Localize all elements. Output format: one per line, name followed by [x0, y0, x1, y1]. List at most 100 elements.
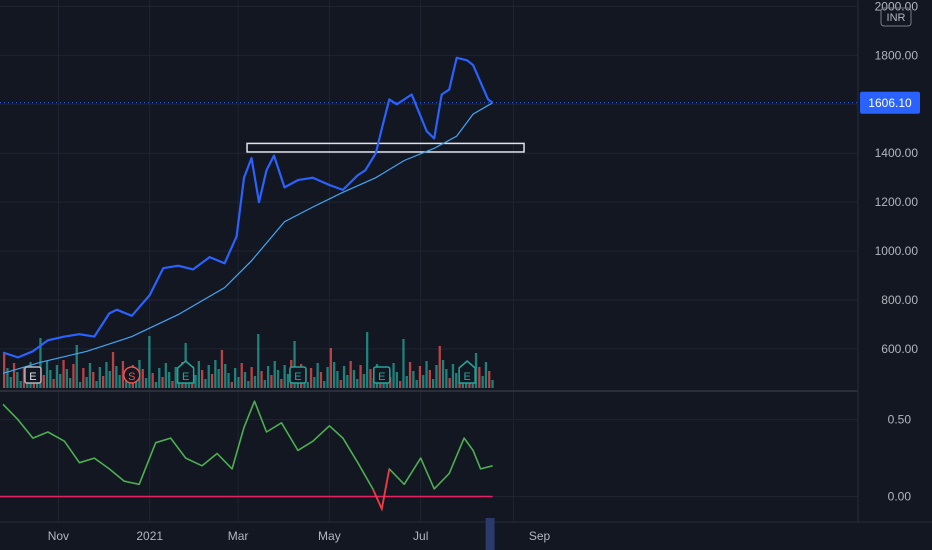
event-marker-label: E	[294, 371, 301, 383]
volume-bar	[369, 369, 372, 388]
volume-bar	[6, 368, 9, 388]
volume-bar	[16, 372, 19, 388]
earnings-event-icon[interactable]	[176, 360, 195, 384]
event-marker-e[interactable]: E	[289, 366, 307, 384]
volume-bar	[36, 380, 39, 388]
volume-bar	[306, 382, 309, 388]
volume-bar	[174, 367, 177, 388]
volume-bar	[280, 379, 283, 388]
volume-bar	[445, 369, 448, 388]
volume-bar	[293, 341, 296, 388]
volume-bar	[428, 370, 431, 388]
event-marker-e[interactable]: E	[24, 366, 42, 384]
volume-bar	[263, 380, 266, 388]
volume-bar	[9, 377, 12, 388]
volume-bar	[316, 363, 319, 388]
time-tick-label: 2021	[136, 529, 163, 543]
volume-bar	[237, 377, 240, 388]
time-tick-label: Sep	[529, 529, 551, 543]
volume-bar	[22, 367, 26, 388]
currency-label[interactable]: INR	[880, 7, 912, 27]
volume-bar	[382, 382, 385, 388]
volume-bar	[105, 362, 108, 388]
indicator-axis[interactable]: 0.50 0.00	[888, 413, 912, 504]
volume-bar	[313, 377, 316, 388]
volume-bar	[326, 367, 329, 388]
volume-bar	[405, 376, 408, 388]
split-event-icon[interactable]	[123, 366, 141, 384]
volume-bar	[75, 345, 78, 388]
time-tick-label: Mar	[228, 529, 249, 543]
price-tick-label: 1200.00	[875, 195, 919, 209]
volume-bar	[451, 364, 455, 388]
volume-bar	[458, 382, 461, 388]
volume-bar	[488, 371, 491, 388]
volume-bar	[154, 382, 158, 388]
volume-bar	[204, 379, 207, 388]
volume-bar	[49, 370, 52, 388]
volume-bar	[128, 379, 131, 388]
volume-bar	[415, 380, 418, 388]
volume-bar	[286, 374, 290, 388]
event-marker-e[interactable]: E	[458, 360, 476, 384]
time-axis[interactable]: Nov 2021 Mar May Jul Sep	[0, 518, 932, 550]
volume-bar	[72, 364, 75, 388]
volume-bar	[151, 373, 154, 388]
earnings-event-icon[interactable]	[458, 360, 476, 384]
volume-bar	[69, 378, 72, 388]
volume-bar	[402, 339, 405, 388]
volume-bar	[98, 367, 101, 388]
support-zone[interactable]	[246, 142, 525, 153]
volume-bar	[243, 372, 247, 388]
volume-bar	[55, 365, 59, 388]
indicator-tick-label: 0.00	[888, 490, 912, 504]
event-marker-e[interactable]: E	[373, 366, 391, 384]
support-zone-box[interactable]	[246, 142, 525, 153]
event-marker-label: E	[182, 371, 189, 383]
volume-bar	[52, 379, 55, 388]
event-marker-e[interactable]: E	[176, 360, 195, 384]
volume-bar	[59, 374, 62, 388]
volume-bar	[257, 334, 260, 388]
volume-bar	[356, 379, 359, 388]
grid-lines	[0, 0, 858, 522]
volume-bar	[273, 361, 276, 388]
volume-bar	[408, 362, 412, 388]
last-price-label: 1606.10	[860, 91, 920, 114]
moving-average-series	[2, 102, 493, 374]
volume-bar	[323, 381, 326, 388]
price-tick-label: 600.00	[881, 342, 918, 356]
time-cursor-highlight	[485, 518, 495, 550]
event-marker-s[interactable]: S	[123, 366, 141, 384]
volume-bar	[422, 375, 425, 388]
volume-bar	[425, 361, 428, 388]
volume-bar	[276, 370, 280, 388]
volume-bar	[491, 380, 494, 388]
time-tick-label: Nov	[48, 529, 69, 543]
earnings-event-icon[interactable]	[289, 366, 307, 384]
volume-bar	[220, 350, 224, 388]
volume-bar	[346, 375, 349, 388]
volume-bar	[399, 381, 402, 388]
volume-bar	[197, 361, 200, 388]
volume-bar	[121, 361, 125, 388]
volume-bar	[349, 361, 352, 388]
volume-bar	[362, 374, 365, 388]
volume-bar	[438, 346, 441, 388]
volume-bar	[217, 369, 220, 388]
earnings-event-icon[interactable]	[373, 366, 391, 384]
volume-bar	[39, 338, 42, 388]
volume-bar	[352, 370, 356, 388]
volume-bar	[359, 365, 362, 388]
volume-bar	[474, 353, 478, 388]
last-price-text: 1606.10	[868, 96, 912, 110]
moving-average-line	[2, 102, 493, 374]
earnings-event-icon[interactable]	[24, 366, 42, 384]
volume-bar	[207, 365, 210, 388]
volume-bar	[45, 361, 49, 388]
volume-bar	[88, 363, 92, 388]
volume-bar	[158, 368, 161, 388]
volume-bar	[260, 371, 263, 388]
